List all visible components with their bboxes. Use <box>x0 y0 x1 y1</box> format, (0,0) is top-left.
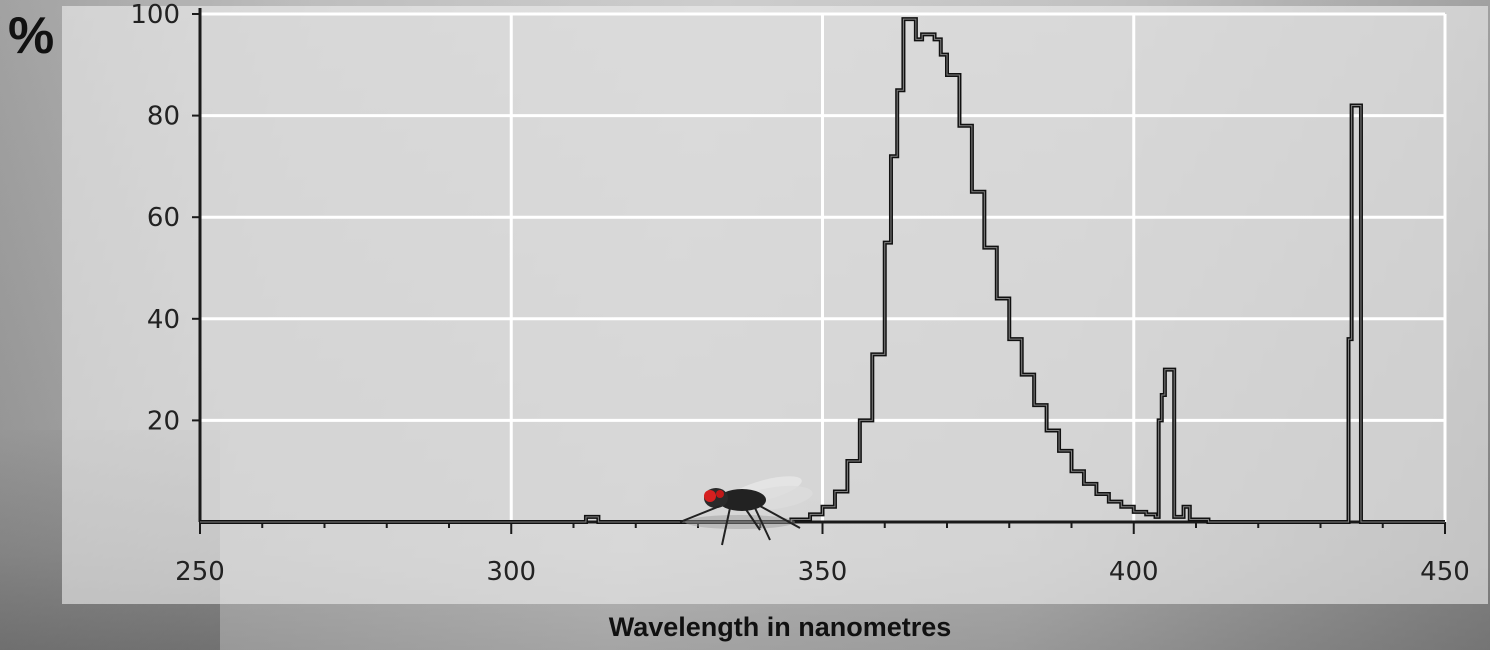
y-tick-label-100: 100 <box>130 0 180 30</box>
y-tick-label-40: 40 <box>147 305 180 335</box>
grid-lines <box>200 12 1447 522</box>
y-axis-unit-label: % <box>8 7 55 65</box>
y-tick-label-20: 20 <box>147 406 180 436</box>
y-tick-label-60: 60 <box>147 203 180 233</box>
x-axis-title: Wavelength in nanometres <box>608 612 952 642</box>
x-tick-label-350: 350 <box>798 557 848 587</box>
x-tick-label-300: 300 <box>486 557 536 587</box>
y-tick-label-80: 80 <box>147 102 180 132</box>
x-tick-label-450: 450 <box>1420 557 1470 587</box>
fly-icon <box>679 476 813 546</box>
x-tick-label-400: 400 <box>1109 557 1159 587</box>
x-tick-label-250: 250 <box>175 557 225 587</box>
spectrum-curve-inner <box>200 18 1445 523</box>
tick-labels: 250 300 350 400 450 20 40 60 80 100 <box>130 0 1469 587</box>
